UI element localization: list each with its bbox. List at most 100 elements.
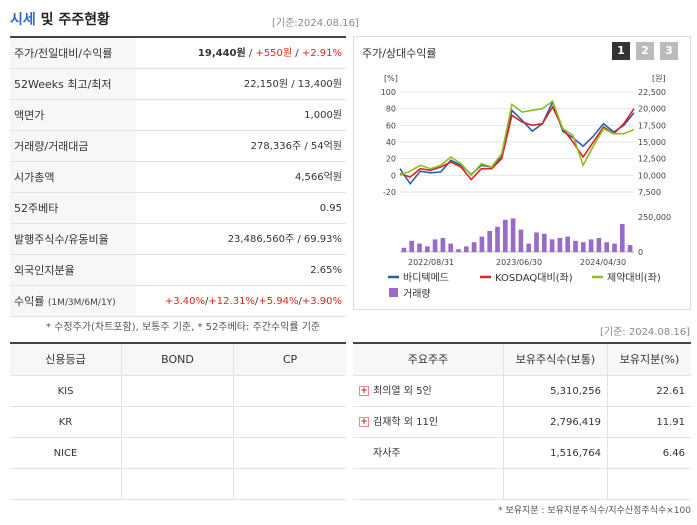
header-cell: 보유지분(%) — [607, 344, 691, 375]
sep: / — [245, 48, 256, 59]
shares-cell: 1,516,764 — [503, 438, 607, 468]
base-date: [기준:2024.08.16] — [272, 18, 359, 29]
quote-label: 52Weeks 최고/최저 — [10, 69, 136, 99]
table-row: + 김재학 외 11인 2,796,419 11.91 — [353, 407, 691, 438]
holder-name: 김재학 외 11인 — [373, 416, 439, 428]
left-tick-label: 40 — [386, 138, 396, 147]
quote-label: 발행주식수/유동비율 — [10, 224, 136, 254]
volume-bar — [510, 218, 516, 252]
quote-label: 수익률 (1M/3M/6M/1Y) — [10, 286, 136, 316]
table-row — [10, 469, 346, 500]
section-title-accent: 시세 — [10, 12, 36, 28]
sep: / — [292, 48, 302, 59]
x-tick-label: 2022/08/31 — [408, 258, 454, 267]
table-row: KIS — [10, 376, 346, 407]
right-tick-label: 7,500 — [638, 188, 661, 197]
volume-bar — [518, 229, 524, 252]
bond-cell — [122, 469, 234, 499]
quote-value: 4,566억원 — [294, 172, 342, 183]
quote-label: 주가/전일대비/수익률 — [10, 38, 136, 68]
pct-cell: 11.91 — [607, 407, 691, 437]
cp-cell — [234, 438, 346, 468]
volume-bar — [534, 232, 539, 252]
chart-panel: 주가/상대수익률 1 2 3 [%] [원] 100 22,500 80 20,000… — [353, 36, 691, 310]
chart-page-3-button[interactable]: 3 — [660, 42, 678, 60]
volume-bar — [432, 239, 438, 252]
volume-bar — [526, 243, 532, 252]
header-cell: 신용등급 — [10, 344, 122, 375]
volume-bar — [627, 245, 633, 252]
bond-cell — [122, 376, 234, 406]
volume-bar — [409, 240, 415, 252]
major-shareholders-table: 주요주주 보유주식수(보통) 보유지분(%) + 최의열 외 5인 5,310,2… — [353, 342, 691, 500]
shares-cell — [503, 469, 607, 499]
volume-bar — [440, 238, 446, 252]
expand-plus-icon[interactable]: + — [359, 386, 369, 396]
holder-name-cell: 자사주 — [353, 438, 503, 468]
left-axis-label: [%] — [384, 74, 398, 83]
volume-bar — [471, 242, 477, 252]
series-line — [399, 99, 635, 177]
quote-note: * 수정주가(차트포함), 보통주 기준, * 52주베타: 주간수익률 기준 — [46, 322, 321, 333]
table-row: KR — [10, 407, 346, 438]
quote-value: +3.40%/+12.31%/+5.94%/+3.90% — [164, 296, 342, 307]
volume-bar — [456, 249, 461, 252]
quote-label: 외국인지분율 — [10, 255, 136, 285]
quote-label: 시가총액 — [10, 162, 136, 192]
agency-cell: KR — [10, 407, 122, 437]
volume-bar — [448, 243, 454, 252]
base-date-2: [기준: 2024.08.16] — [600, 327, 691, 338]
volume-bar — [479, 236, 485, 252]
pct-cell: 22.61 — [607, 376, 691, 406]
volume-bar — [417, 243, 422, 252]
pct-value: +2.91% — [301, 48, 342, 59]
quote-label: 52주베타 — [10, 193, 136, 223]
volume-bar — [502, 219, 508, 252]
quote-row-shares: 발행주식수/유동비율 23,486,560주 / 69.93% — [10, 224, 346, 255]
volume-bar — [541, 233, 547, 252]
left-tick-label: -20 — [383, 188, 396, 197]
agency-cell — [10, 469, 122, 499]
header-cell: 주요주주 — [407, 353, 449, 366]
volume-bar — [565, 236, 571, 252]
price-chart: [%] [원] 100 22,500 80 20,000 60 17,500 40 15,00… — [381, 74, 671, 300]
chart-page-1-button[interactable]: 1 — [612, 42, 630, 60]
table-row: NICE — [10, 438, 346, 469]
quote-value: 23,486,560주 / 69.93% — [227, 234, 342, 245]
quote-value: 1,000원 — [304, 110, 342, 121]
cp-cell — [234, 469, 346, 499]
volume-bar — [612, 243, 617, 252]
legend-label: 제약대비(좌) — [607, 272, 661, 284]
left-tick-label: 100 — [381, 88, 396, 97]
volume-bar — [495, 226, 500, 252]
volume-bar — [557, 238, 563, 252]
quote-row-volume: 거래량/거래대금 278,336주 / 54억원 — [10, 131, 346, 162]
quote-row-foreign: 외국인지분율 2.65% — [10, 255, 346, 286]
cp-cell — [234, 407, 346, 437]
volume-tick-label: 250,000 — [638, 213, 671, 222]
holder-name-cell — [353, 469, 503, 499]
quote-value: 19,440원 / +550원 / +2.91% — [136, 38, 346, 68]
right-tick-label: 22,500 — [638, 88, 666, 97]
chart-page-2-button[interactable]: 2 — [636, 42, 654, 60]
volume-bar — [604, 242, 610, 252]
chart-title: 주가/상대수익률 — [362, 47, 437, 60]
quote-row-price: 주가/전일대비/수익률 19,440원 / +550원 / +2.91% — [10, 38, 346, 69]
volume-tick-label: 0 — [638, 248, 643, 257]
right-tick-label: 10,000 — [638, 171, 666, 180]
holder-name-cell: + 최의열 외 5인 — [353, 376, 503, 406]
price-value: 19,440원 — [197, 48, 246, 59]
change-value: +550원 — [255, 48, 293, 59]
quote-table: 주가/전일대비/수익률 19,440원 / +550원 / +2.91% 52W… — [10, 36, 346, 317]
quote-value: 22,150원 / 13,400원 — [243, 79, 342, 90]
series-line — [399, 99, 635, 186]
cp-cell — [234, 376, 346, 406]
volume-bar — [580, 242, 586, 252]
volume-bar — [463, 246, 469, 252]
quote-row-52w: 52Weeks 최고/최저 22,150원 / 13,400원 — [10, 69, 346, 100]
series-line — [399, 105, 635, 181]
expand-plus-icon[interactable]: + — [359, 417, 369, 427]
return-6m: +5.94% — [258, 296, 299, 307]
x-tick-label: 2024/04/30 — [580, 258, 626, 267]
return-1y: +3.90% — [301, 296, 342, 307]
